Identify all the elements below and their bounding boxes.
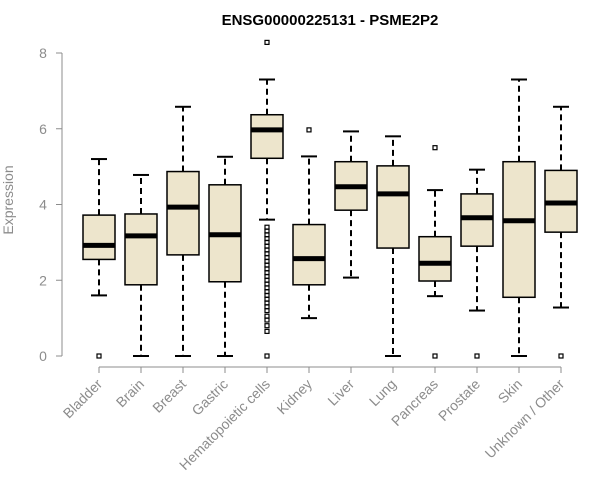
iqr-box (250, 113, 284, 160)
iqr-box (292, 223, 326, 286)
outlier-point (264, 328, 270, 334)
outlier-point (96, 353, 102, 359)
x-tick-label: Lung (366, 376, 399, 409)
box-kidney (292, 127, 326, 320)
box-pancreas (418, 145, 452, 359)
outlier-point (264, 224, 270, 230)
x-tick-label: Prostate (435, 376, 483, 424)
x-tick-label: Pancreas (388, 376, 441, 429)
iqr-box (376, 165, 410, 249)
y-tick-label: 0 (39, 348, 47, 364)
iqr-box (502, 160, 536, 299)
x-tick-label: Bladder (60, 376, 106, 422)
box-skin (502, 78, 536, 357)
x-tick-label: Kidney (274, 376, 316, 418)
box-hematopoietic-cells (250, 39, 284, 359)
y-tick-label: 2 (39, 272, 47, 288)
box-bladder (82, 158, 116, 359)
x-tick-label: Unknown / Other (482, 376, 568, 462)
x-tick-label: Skin (495, 376, 526, 407)
iqr-box (418, 235, 452, 282)
chart-title: ENSG00000225131 - PSME2P2 (222, 12, 439, 29)
iqr-box (82, 214, 116, 261)
y-tick-label: 6 (39, 121, 47, 137)
iqr-box (166, 170, 200, 256)
x-tick-label: Breast (149, 376, 189, 416)
x-tick-label: Liver (324, 376, 357, 409)
box-prostate (460, 168, 494, 359)
outlier-point (432, 353, 438, 359)
x-tick-label: Brain (113, 376, 147, 410)
outlier-point (264, 313, 270, 319)
outlier-point (264, 39, 270, 45)
outlier-point (474, 353, 480, 359)
outlier-point (306, 127, 312, 133)
outlier-point (558, 353, 564, 359)
y-tick-label: 8 (39, 45, 47, 61)
box-liver (334, 130, 368, 279)
box-unknown-other (544, 105, 578, 359)
iqr-box (124, 213, 158, 286)
y-axis: 0 2 4 6 8 (39, 45, 63, 364)
outlier-point (432, 145, 438, 151)
y-tick-label: 4 (39, 197, 47, 213)
box-breast (166, 105, 200, 357)
boxes-group (82, 39, 578, 359)
outlier-point (264, 323, 270, 329)
box-gastric (208, 155, 242, 357)
y-axis-label: Expression (0, 165, 16, 234)
box-lung (376, 135, 410, 357)
outlier-point (264, 353, 270, 359)
box-brain (124, 173, 158, 357)
